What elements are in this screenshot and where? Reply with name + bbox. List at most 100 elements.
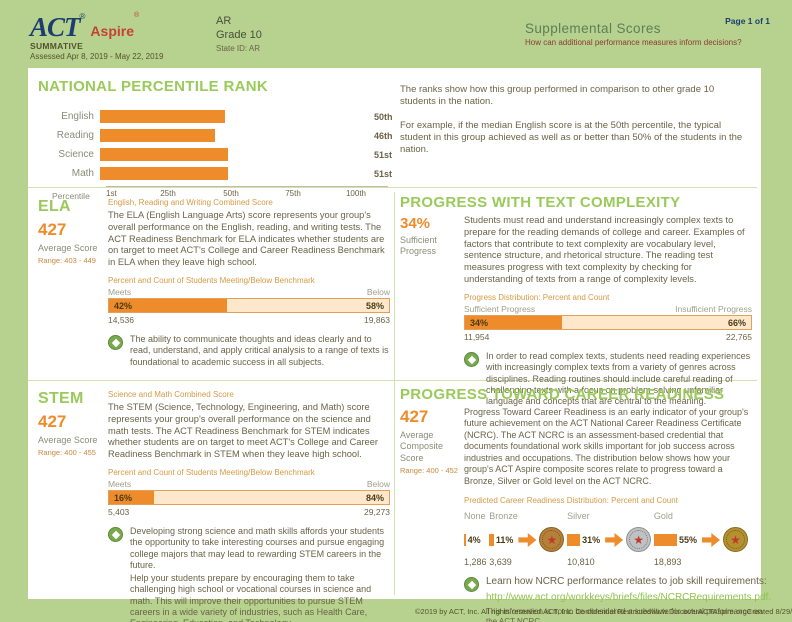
career-level-none: None 4% 1,286 xyxy=(464,511,487,567)
stem-meets-percent: 16% xyxy=(114,492,133,503)
npr-bar-math xyxy=(100,167,228,180)
assessed-dates: Assessed Apr 8, 2019 - May 22, 2019 xyxy=(30,52,164,61)
npr-bar-label: Math xyxy=(71,168,94,179)
npr-bar-label: Reading xyxy=(56,130,94,141)
ela-meets-label: Meets xyxy=(108,286,132,297)
npr-tick: 75th xyxy=(285,189,301,198)
stem-title: STEM xyxy=(38,390,84,407)
career-level-count: 3,639 xyxy=(489,556,512,567)
npr-bar-value: 51st xyxy=(374,149,393,160)
footer-confidential: ACT, Inc. Confidential Restricted xyxy=(543,607,652,616)
career-level-count: 1,286 xyxy=(464,556,487,567)
horizontal-divider xyxy=(28,187,757,188)
stem-below-percent: 84% xyxy=(365,492,384,503)
npr-bar-value: 51st xyxy=(374,168,393,179)
career-level-label: Silver xyxy=(567,510,590,521)
stem-meets-fill xyxy=(109,490,154,504)
npr-bar-value: 50th xyxy=(374,111,393,122)
right-arrow-icon xyxy=(518,532,537,547)
national-percentile-rank-section: NATIONAL PERCENTILE RANK English 50th Re… xyxy=(38,78,394,201)
grade-label: Grade 10 xyxy=(216,29,262,41)
tc-distribution-heading: Progress Distribution: Percent and Count xyxy=(464,292,610,302)
right-arrow-icon xyxy=(701,532,720,547)
ela-meets-count: 14,536 xyxy=(108,314,134,325)
insight-diamond-icon xyxy=(464,576,479,592)
npr-description: The ranks show how this group performed … xyxy=(400,84,752,157)
ela-average-score: 427 xyxy=(38,220,67,239)
ela-note-text: The ability to communicate thoughts and … xyxy=(130,333,389,367)
npr-title: NATIONAL PERCENTILE RANK xyxy=(38,78,268,95)
tc-body-text: Students must read and understand increa… xyxy=(464,215,745,284)
career-level-silver: Silver 31% ★ 10,810 xyxy=(567,510,652,567)
gold-medal-icon: ★ xyxy=(722,527,748,553)
npr-bar-row: Math 51st xyxy=(38,164,394,183)
ela-subject-heading: English, Reading and Writing Combined Sc… xyxy=(108,198,273,207)
career-level-percent: 31% xyxy=(582,534,601,545)
ela-meets-fill xyxy=(109,298,227,312)
career-title: PROGRESS TOWARD CAREER READINESS xyxy=(400,386,725,403)
npr-tick: 50th xyxy=(223,189,239,198)
stem-average-score: 427 xyxy=(38,412,67,431)
stem-score-range: Range: 400 - 455 xyxy=(38,448,96,458)
bronze-medal-icon: ★ xyxy=(539,527,565,553)
tc-sufficient-label: Sufficient Progress xyxy=(464,303,536,314)
npr-axis-ticks: 1st 25th 50th 75th 100th xyxy=(106,189,366,201)
silver-medal-icon: ★ xyxy=(626,527,652,553)
career-note-disclaimer: This information is not to be considered… xyxy=(486,606,763,622)
tc-sufficient-fill xyxy=(465,315,563,329)
npr-bar-english xyxy=(100,110,225,123)
career-distribution: None 4% 1,286 Bronze 11% xyxy=(464,511,752,567)
insight-diamond-icon xyxy=(108,334,123,350)
stem-benchmark-bar: 16% 84% xyxy=(108,489,390,505)
stem-benchmark-heading: Percent and Count of Students Meeting/Be… xyxy=(108,467,315,477)
npr-bar-reading xyxy=(100,129,215,142)
act-aspire-logo: ACT®Aspire® xyxy=(30,12,139,43)
ela-score-range: Range: 403 - 449 xyxy=(38,256,96,266)
right-arrow-icon xyxy=(605,532,624,547)
vertical-divider xyxy=(394,192,395,595)
career-note-lead: Learn how NCRC performance relates to jo… xyxy=(486,575,767,587)
medal-star-icon: ★ xyxy=(730,532,741,547)
stem-note-p2: Help your students prepare by encouragin… xyxy=(130,572,372,622)
report-title: Supplemental Scores xyxy=(525,21,661,36)
tc-note-text: In order to read complex texts, students… xyxy=(486,350,751,407)
insight-diamond-icon xyxy=(464,351,479,367)
stem-subject-heading: Science and Math Combined Score xyxy=(108,390,234,399)
career-average-label: Average Composite Score xyxy=(400,430,444,463)
tc-sufficient-percent: 34% xyxy=(470,317,489,328)
ela-benchmark-heading: Percent and Count of Students Meeting/Be… xyxy=(108,275,315,285)
career-score-range: Range: 400 - 452 xyxy=(400,465,458,475)
report-meta: AR Grade 10 State ID: AR xyxy=(216,15,262,53)
npr-bar-row: English 50th xyxy=(38,107,394,126)
tc-percent: 34% xyxy=(400,215,431,232)
stem-below-count: 29,273 xyxy=(364,506,390,517)
tc-percent-caption: Sufficient Progress xyxy=(400,235,437,257)
stem-section: STEM 427 Average Score Range: 400 - 455 … xyxy=(38,386,390,622)
career-level-minibar xyxy=(653,533,677,546)
npr-bar-chart: English 50th Reading 46th Science 51st M… xyxy=(38,107,394,201)
career-level-percent: 11% xyxy=(495,534,514,545)
npr-bar-row: Science 51st xyxy=(38,145,394,164)
npr-bar-row: Reading 46th xyxy=(38,126,394,145)
page-number: Page 1 of 1 xyxy=(725,16,770,26)
aspire-logo-text: Aspire xyxy=(90,23,134,39)
text-complexity-title: PROGRESS WITH TEXT COMPLEXITY xyxy=(400,194,681,211)
ncrc-requirements-link[interactable]: http://www.act.org/workkeys/briefs/files… xyxy=(486,591,772,603)
ela-below-count: 19,863 xyxy=(364,314,390,325)
career-level-minibar xyxy=(567,533,581,546)
footer-copyright: ©2019 by ACT, Inc. All rights reserved. xyxy=(415,607,544,616)
ela-benchmark-bar: 42% 58% xyxy=(108,297,390,313)
career-level-label: Bronze xyxy=(489,510,518,521)
footer-website: www.DiscoverACTAspire.org xyxy=(651,607,747,616)
career-body-text: Progress Toward Career Readiness is an e… xyxy=(464,407,749,486)
career-level-count: 18,893 xyxy=(653,556,682,567)
career-level-gold: Gold 55% ★ 18,893 xyxy=(653,511,748,567)
npr-description-p1: The ranks show how this group performed … xyxy=(400,84,715,108)
ela-below-label: Below xyxy=(366,286,390,297)
career-distribution-heading: Predicted Career Readiness Distribution:… xyxy=(464,495,678,505)
summative-label: SUMMATIVE xyxy=(30,41,84,51)
career-readiness-section: PROGRESS TOWARD CAREER READINESS 427 Ave… xyxy=(400,386,771,622)
registered-mark-icon: ® xyxy=(79,12,86,21)
registered-mark-icon: ® xyxy=(134,12,140,19)
